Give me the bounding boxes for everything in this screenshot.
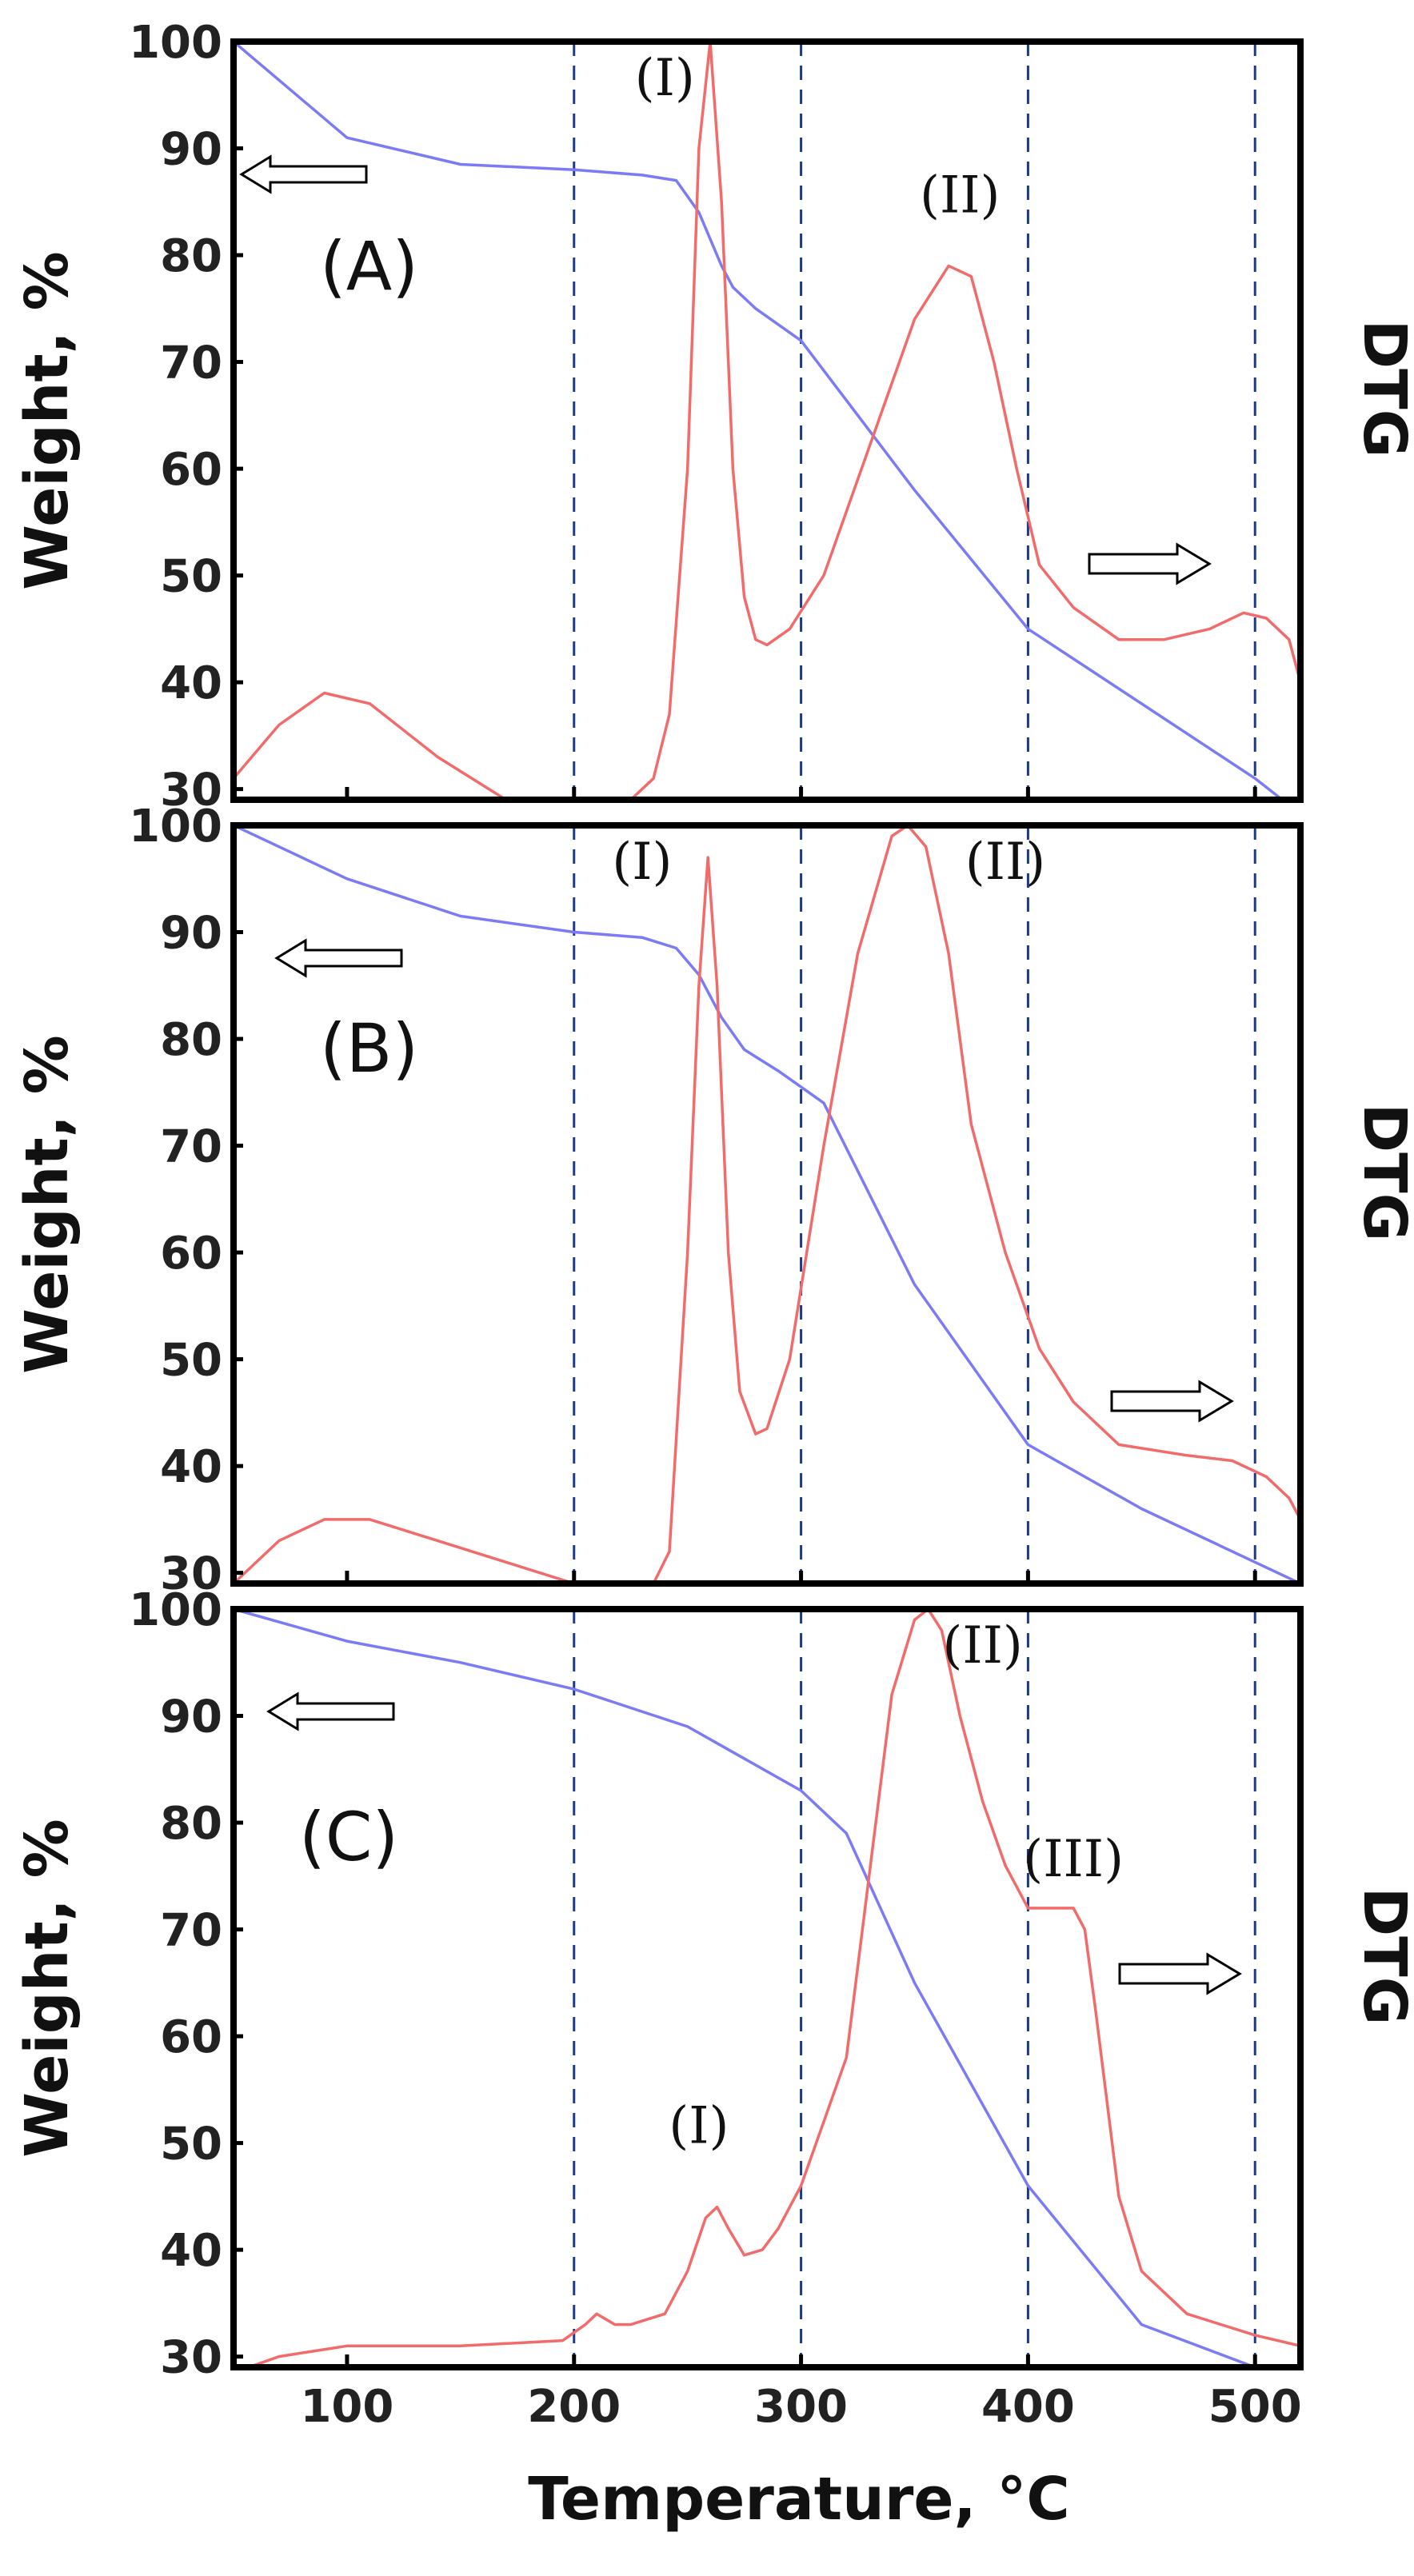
- dtg-axis-arrow-icon: [1118, 1952, 1242, 1995]
- plot-lines: [234, 825, 1300, 1584]
- panel-label: (C): [299, 1798, 398, 1876]
- x-tick-label: 500: [1208, 2381, 1302, 2433]
- guide-lines: [573, 1609, 1256, 2367]
- peak-labels: (I) (II): [612, 833, 1045, 892]
- plot-lines: [234, 1609, 1300, 2367]
- y-axis-title: Weight, %: [13, 251, 82, 590]
- panel-label: (A): [320, 227, 418, 306]
- peak-label: (I): [612, 833, 672, 892]
- weight-curve: [234, 42, 1284, 800]
- peak-labels: (I) (II) (III): [669, 1616, 1124, 2156]
- y-tick-labels: 30 40 50 60 70 80 90 100: [129, 1584, 222, 2384]
- y-tick-label: 50: [160, 551, 222, 603]
- dtg-curve: [244, 1609, 1300, 2367]
- axis-arrows: [239, 154, 1212, 585]
- y-tick-label: 50: [160, 2119, 222, 2171]
- y-axis-title: Weight, %: [13, 1819, 82, 2158]
- x-tick-label: 200: [527, 2381, 621, 2433]
- weight-axis-arrow-icon: [266, 1691, 395, 1731]
- x-axis-title: Temperature, °C: [528, 2465, 1069, 2534]
- y-tick-label: 50: [160, 1335, 222, 1387]
- peak-label: (I): [635, 49, 695, 108]
- y-tick-labels: 30 40 50 60 70 80 90 100: [129, 17, 222, 817]
- weight-axis-arrow-icon: [274, 938, 403, 978]
- plot-lines: [234, 42, 1300, 800]
- y-tick-label: 90: [160, 1691, 222, 1743]
- x-tick-label: 100: [300, 2381, 393, 2433]
- y-tick-label: 100: [129, 1584, 222, 1636]
- y-tick-label: 70: [160, 1121, 222, 1173]
- x-tick-labels: 100 200 300 400 500: [300, 2381, 1301, 2433]
- y-tick-label: 70: [160, 337, 222, 389]
- guide-lines: [573, 42, 1256, 800]
- y-tick-label: 30: [160, 1548, 222, 1600]
- y-tick-label: 30: [160, 765, 222, 817]
- peak-label: (II): [965, 833, 1046, 892]
- axis-arrows: [274, 938, 1234, 1423]
- plot-frame: [230, 1606, 1304, 2370]
- y-tick-label: 90: [160, 124, 222, 176]
- peak-label: (II): [942, 1616, 1023, 1675]
- y-tick-label: 40: [160, 2225, 222, 2277]
- dtg-axis-arrow-icon: [1088, 542, 1212, 585]
- y-tick-label: 30: [160, 2332, 222, 2384]
- y-tick-label: 40: [160, 1441, 222, 1493]
- dtg-curve: [234, 825, 1300, 1584]
- axis-ticks: [234, 1607, 1257, 2367]
- weight-axis-arrow-icon: [239, 154, 368, 194]
- guide-lines: [573, 825, 1256, 1584]
- y-tick-label: 80: [160, 1798, 222, 1850]
- peak-label: (III): [1023, 1830, 1124, 1889]
- x-tick-label: 300: [754, 2381, 848, 2433]
- axis-ticks: [234, 39, 1257, 800]
- dtg-axis-title: DTG: [1350, 1887, 1414, 2026]
- y-tick-label: 90: [160, 908, 222, 960]
- y-axis-title: Weight, %: [13, 1035, 82, 1374]
- y-tick-label: 60: [160, 1228, 222, 1280]
- peak-label: (I): [669, 2097, 729, 2156]
- y-tick-label: 80: [160, 1014, 222, 1066]
- y-tick-label: 70: [160, 1905, 222, 1957]
- weight-curve: [234, 1609, 1268, 2367]
- peak-labels: (I) (II): [635, 49, 1001, 226]
- dtg-axis-title: DTG: [1350, 320, 1414, 458]
- y-tick-label: 60: [160, 444, 222, 496]
- peak-label: (II): [920, 166, 1001, 226]
- plot-frame: [230, 38, 1304, 803]
- dtg-axis-title: DTG: [1350, 1104, 1414, 1242]
- y-tick-label: 40: [160, 657, 222, 709]
- x-tick-label: 400: [981, 2381, 1075, 2433]
- dtg-axis-arrow-icon: [1110, 1380, 1234, 1423]
- y-tick-labels: 30 40 50 60 70 80 90 100: [129, 801, 222, 1600]
- y-tick-label: 80: [160, 230, 222, 282]
- weight-curve: [234, 825, 1300, 1584]
- panel-label: (B): [320, 1009, 418, 1088]
- y-tick-label: 100: [129, 17, 222, 69]
- axis-arrows: [266, 1691, 1242, 1995]
- y-tick-label: 60: [160, 2011, 222, 2063]
- plot-frame: [230, 822, 1304, 1587]
- axis-ticks: [234, 823, 1257, 1584]
- y-tick-label: 100: [129, 801, 222, 853]
- dtg-curve: [234, 42, 1300, 800]
